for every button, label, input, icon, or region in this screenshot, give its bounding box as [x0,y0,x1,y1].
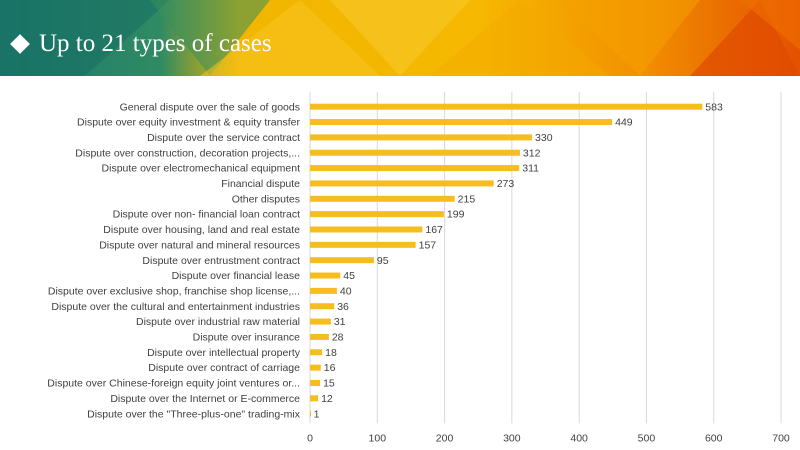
category-label: Dispute over exclusive shop, franchise s… [48,285,300,297]
category-label: Dispute over the "Three-plus-one" tradin… [87,408,301,420]
banner-background [0,0,800,76]
category-label: Financial dispute [221,178,300,190]
category-label: Dispute over insurance [193,332,301,344]
category-label: Dispute over entrustment contract [142,255,300,267]
bar [310,287,337,294]
bar [310,165,520,172]
slide-title: Up to 21 types of cases [39,30,272,57]
bar [310,379,321,386]
category-label: Dispute over contract of carriage [148,362,300,374]
bar [310,149,520,156]
x-tick-label: 300 [503,432,521,444]
category-label: Dispute over the Internet or E-commerce [110,393,300,405]
data-label: 330 [535,132,553,144]
data-label: 1 [314,408,320,420]
bar [310,180,494,187]
bar-chart: General dispute over the sale of goods Di… [47,92,790,444]
category-label: Dispute over Chinese-foreign equity join… [47,378,300,390]
bar [310,241,416,248]
bar [310,395,319,402]
data-label: 16 [324,362,336,374]
x-tick-label: 200 [436,432,454,444]
category-label: Dispute over financial lease [172,270,301,282]
bar [310,333,329,340]
bar [310,349,323,356]
bar [310,318,331,325]
value-labels: 5834493303123112732151991671579545403631… [314,101,723,420]
bar [310,272,341,279]
category-label: Dispute over construction, decoration pr… [75,147,300,159]
data-label: 157 [419,239,437,251]
x-tick-label: 400 [570,432,588,444]
category-label: General dispute over the sale of goods [120,101,300,113]
bar [310,303,335,310]
category-labels: General dispute over the sale of goods Di… [47,101,300,420]
chart-bars [310,103,703,417]
data-label: 40 [340,285,352,297]
category-label: Dispute over natural and mineral resourc… [99,239,300,251]
data-label: 18 [325,347,337,359]
bar [310,195,455,202]
data-label: 36 [337,301,349,313]
category-label: Dispute over industrial raw material [136,316,300,328]
category-label: Dispute over non- financial loan contrac… [113,209,300,221]
data-label: 273 [497,178,515,190]
data-label: 15 [323,378,335,390]
x-axis-ticks: 0 100 200 300 400 500 600 700 [307,432,790,444]
data-label: 28 [332,332,344,344]
category-label: Other disputes [232,193,300,205]
x-tick-label: 0 [307,432,313,444]
data-label: 449 [615,117,633,129]
category-label: Dispute over intellectual property [147,347,301,359]
x-tick-label: 700 [772,432,790,444]
data-label: 312 [523,147,541,159]
data-label: 311 [522,163,539,175]
data-label: 95 [377,255,389,267]
bar [310,134,533,141]
bar [310,103,703,110]
data-label: 583 [705,101,723,113]
diamond-icon [10,34,30,54]
data-label: 45 [343,270,355,282]
header-banner: Up to 21 types of cases [0,0,800,76]
bar [310,257,374,264]
bar [310,211,444,218]
category-label: Dispute over housing, land and real esta… [103,224,300,236]
bar [310,226,423,233]
bar [310,119,613,126]
category-label: Dispute over electromechanical equipment [102,163,301,175]
category-label: Dispute over equity investment & equity … [77,117,300,129]
bar [310,364,321,371]
x-tick-label: 600 [705,432,723,444]
data-label: 215 [458,193,476,205]
data-label: 31 [334,316,346,328]
x-tick-label: 500 [638,432,656,444]
x-tick-label: 100 [369,432,387,444]
category-label: Dispute over the cultural and entertainm… [51,301,300,313]
data-label: 199 [447,209,465,221]
category-label: Dispute over the service contract [147,132,300,144]
data-label: 12 [321,393,333,405]
data-label: 167 [425,224,443,236]
bar [310,410,311,417]
